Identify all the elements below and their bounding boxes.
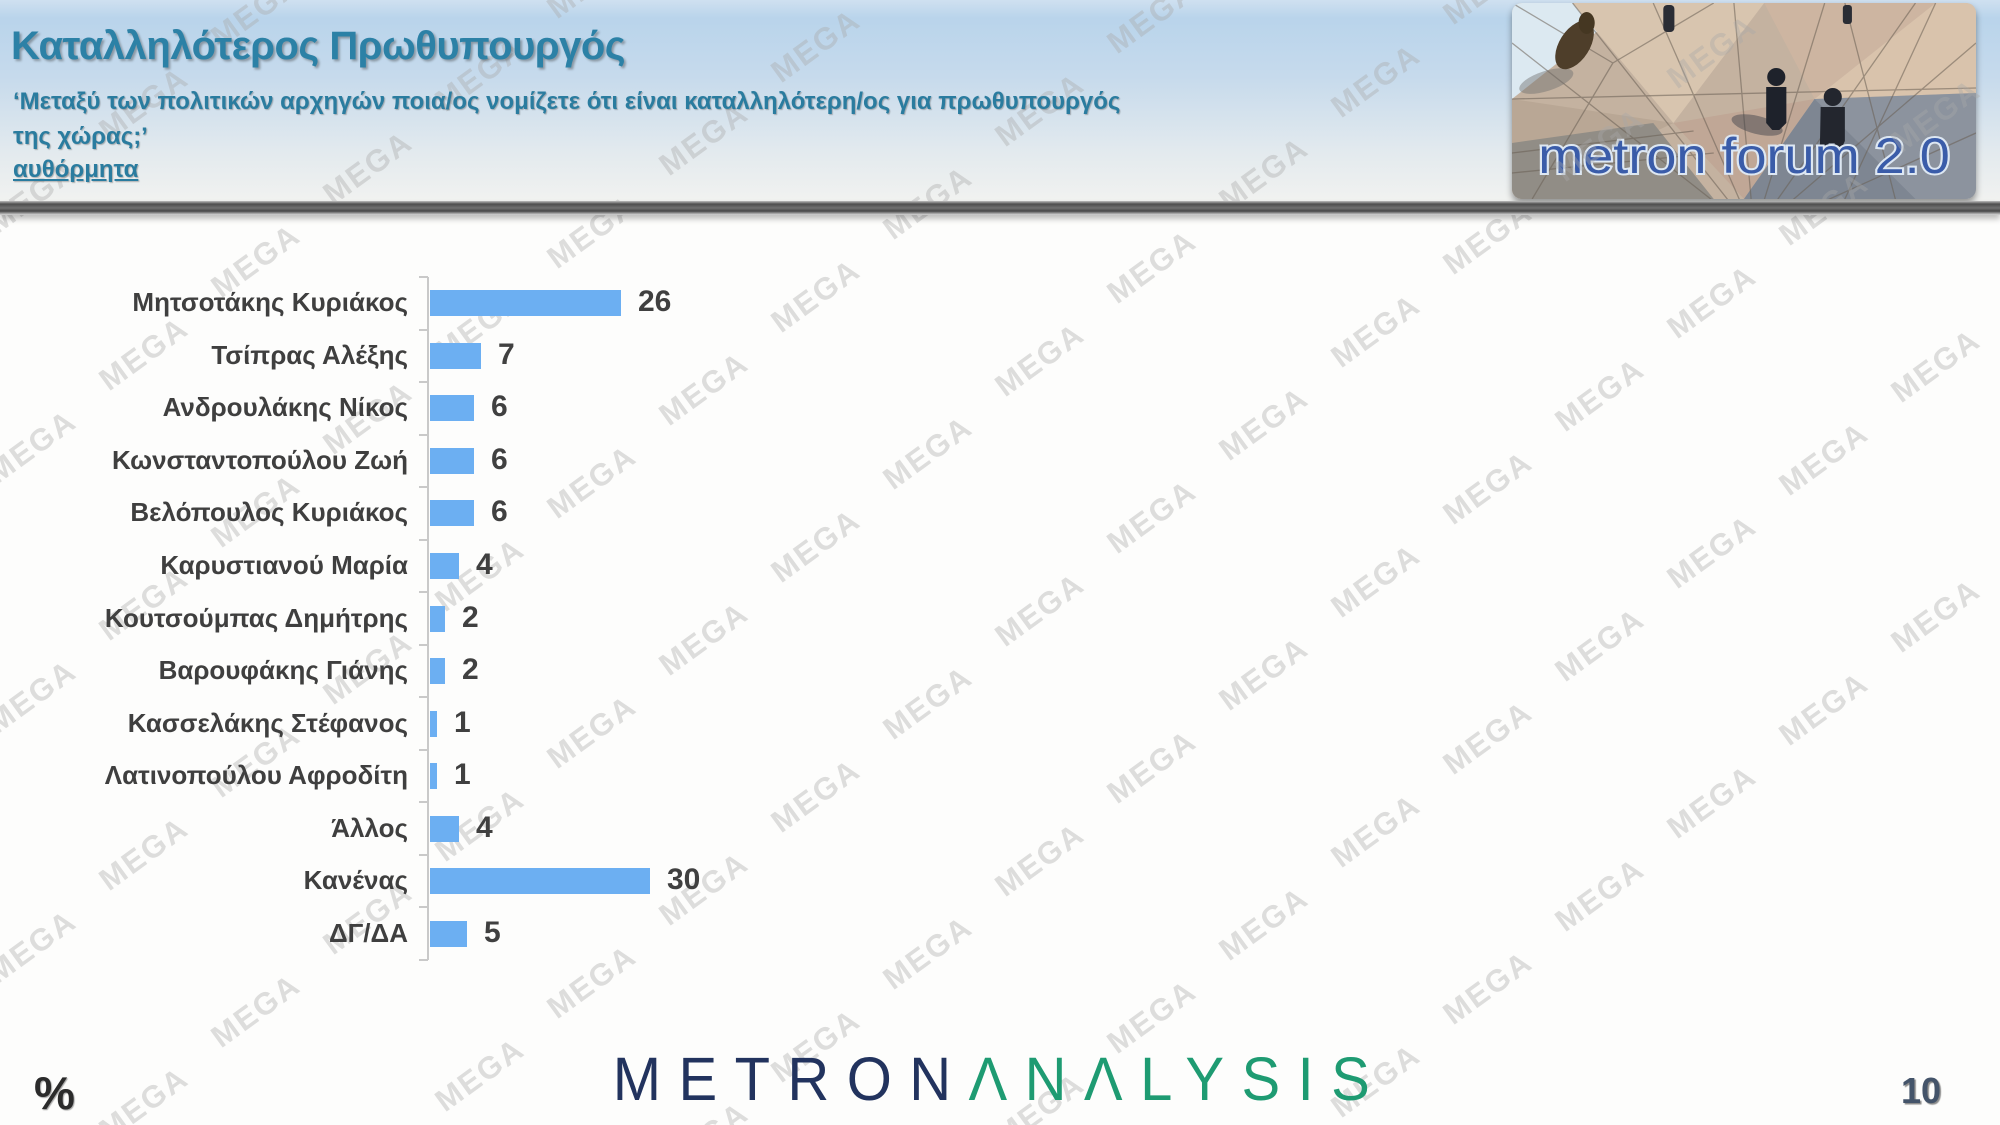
category-label: ΔΓ/ΔΑ <box>328 917 408 948</box>
metron-forum-logo-text: metron forum 2.0 <box>1538 128 1950 184</box>
bar <box>430 920 467 947</box>
unit-percent-label: % <box>34 1067 75 1119</box>
bar <box>430 763 437 790</box>
axis-tick <box>419 486 428 489</box>
value-label: 2 <box>462 653 479 687</box>
bar <box>430 552 459 579</box>
value-label: 1 <box>454 758 471 792</box>
axis-tick <box>419 276 428 278</box>
category-label: Καρυστιανού Μαρία <box>160 549 408 580</box>
bar <box>430 447 474 474</box>
axis-tick <box>419 591 428 594</box>
metron-analysis-logo: METRONΛNΛLYSIS <box>0 1044 2000 1115</box>
value-label: 5 <box>484 915 501 949</box>
value-label: 26 <box>638 285 672 319</box>
axis-tick <box>419 328 428 331</box>
category-label: Ανδρουλάκης Νίκος <box>162 392 408 423</box>
category-label: Λατινοπούλου Αφροδίτη <box>104 760 408 791</box>
axis-tick <box>419 381 428 384</box>
axis-tick <box>419 959 428 962</box>
page-title: Καταλληλότερος Πρωθυπουργός <box>11 24 626 68</box>
people-silhouettes <box>1519 5 1852 159</box>
bar <box>430 395 474 422</box>
axis-tick <box>419 748 428 751</box>
category-label: Άλλος <box>331 812 408 843</box>
bar <box>430 815 459 842</box>
chart-axis-line <box>427 277 429 960</box>
header-divider <box>0 201 2000 215</box>
metron-analysis-logo-metron: METRON <box>612 1045 969 1114</box>
axis-tick <box>419 643 428 646</box>
value-label: 4 <box>476 810 493 844</box>
value-label: 4 <box>476 547 493 581</box>
bar <box>430 342 481 369</box>
metron-forum-logo-image: metron forum 2.0 <box>1512 3 1976 199</box>
category-label: Μητσοτάκης Κυριάκος <box>132 287 408 318</box>
axis-tick <box>419 906 428 909</box>
value-label: 2 <box>462 600 479 634</box>
value-label: 1 <box>454 705 471 739</box>
category-label: Βελόπουλος Κυριάκος <box>130 497 408 528</box>
axis-tick <box>419 696 428 699</box>
bar <box>430 290 621 317</box>
axis-tick <box>419 538 428 541</box>
bar <box>430 605 445 632</box>
page-number: 10 <box>1901 1070 1942 1111</box>
value-label: 6 <box>491 390 508 424</box>
value-label: 7 <box>498 337 515 371</box>
category-label: Κασσελάκης Στέφανος <box>127 707 408 738</box>
bar <box>430 658 445 685</box>
value-label: 6 <box>491 495 508 529</box>
metron-analysis-logo-analysis: ΛNΛLYSIS <box>968 1045 1388 1114</box>
axis-tick <box>419 801 428 804</box>
value-label: 30 <box>667 863 701 897</box>
axis-tick <box>419 853 428 856</box>
metron-forum-logo: metron forum 2.0 <box>1512 3 1976 199</box>
category-label: Κανένας <box>303 865 408 896</box>
axis-tick <box>419 433 428 436</box>
category-label: Κωνσταντοπούλου Ζωή <box>111 444 408 475</box>
bar <box>430 710 437 737</box>
category-label: Βαρουφάκης Γιάνης <box>158 655 408 686</box>
spontaneous-note: αυθόρμητα <box>13 156 139 183</box>
bar <box>430 500 474 527</box>
category-label: Τσίπρας Αλέξης <box>211 339 408 370</box>
survey-question: ‘Μεταξύ των πολιτικών αρχηγών ποια/ος νο… <box>13 88 1121 150</box>
category-label: Κουτσούμπας Δημήτρης <box>104 602 408 633</box>
value-label: 6 <box>491 442 508 476</box>
bar <box>430 868 650 895</box>
